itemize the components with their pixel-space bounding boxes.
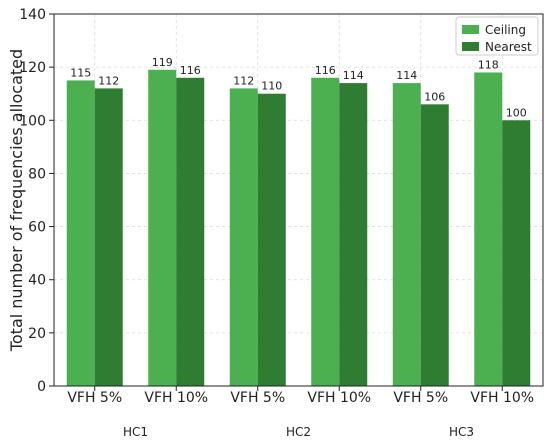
data-label: 112 [98,74,119,87]
y-tick-label: 140 [19,7,46,23]
x-tick-label: VFH 10% [307,390,371,406]
data-label: 116 [315,64,336,77]
y-tick-label: 20 [28,326,46,342]
x-tick-label: VFH 5% [393,390,448,406]
plot-frame [53,13,544,387]
bar-nearest [420,104,449,386]
data-label: 106 [424,90,445,103]
bar-nearest [502,120,531,387]
bars [66,69,531,387]
data-label: 112 [233,74,254,87]
data-label: 116 [180,64,201,77]
data-label: 118 [478,58,499,71]
data-label: 114 [343,69,364,82]
bar-nearest [339,83,368,386]
data-label: 119 [152,56,173,69]
bar-nearest [257,93,286,386]
legend-label: Ceiling [485,23,526,37]
legend-swatch-nearest [462,42,479,51]
bar-ceiling [474,72,503,386]
bar-ceiling [392,83,421,386]
data-label: 110 [261,80,282,93]
data-label: 114 [396,69,417,82]
x-tick-label: VFH 10% [470,390,534,406]
legend-swatch-ceiling [462,25,479,34]
group-label: HC2 [286,425,311,439]
legend-label: Nearest [485,40,532,54]
legend: Ceiling Nearest [455,16,539,56]
x-tick-label: VFH 10% [144,390,208,406]
y-axis-title: Total number of frequencies allocated [7,49,26,352]
bar-nearest [176,77,205,387]
y-tick-label: 40 [28,273,46,289]
y-tick-label: 120 [19,60,46,76]
group-label: HC1 [123,425,148,439]
x-tick-label: VFH 5% [230,390,285,406]
bar-ceiling [229,88,258,387]
bar-ceiling [148,69,177,387]
bar-ceiling [66,80,95,386]
data-labels: 115 119 112 116 114 118 112 116 110 114 106 100 [70,56,527,119]
bar-ceiling [311,77,340,387]
y-tick-label: 0 [37,379,46,395]
x-tick-label: VFH 5% [67,390,122,406]
axes: 0 20 40 60 80 100 120 140 VFH 5% VFH 10% VFH 5% VFH… [19,7,544,439]
data-label: 100 [506,106,527,119]
y-tick-label: 60 [28,220,46,236]
y-tick-label: 100 [19,113,46,129]
group-label: HC3 [449,425,474,439]
y-tick-label: 80 [28,166,46,182]
grid [54,13,543,387]
bar-nearest [94,88,123,387]
data-label: 115 [70,66,91,79]
